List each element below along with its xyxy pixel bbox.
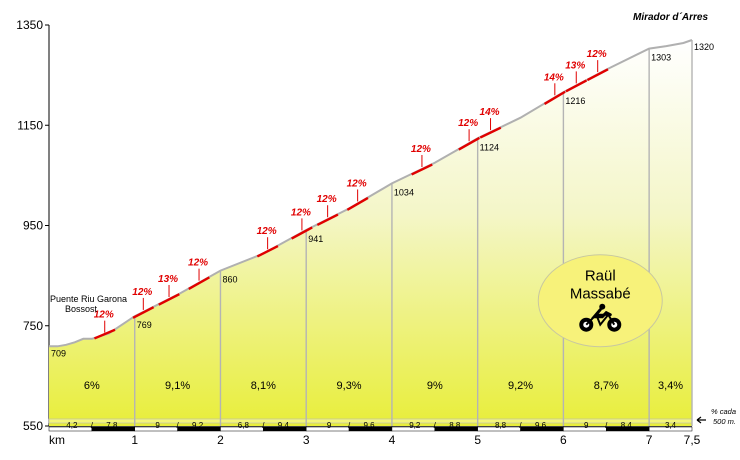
- chart-title: Mirador d´Arres: [633, 12, 708, 23]
- altitude-label: 709: [51, 348, 66, 358]
- steep-ramp-label: 12%: [291, 207, 311, 218]
- half-km-divider-slash: /: [91, 421, 94, 430]
- scale-note-line2: 500 m.: [713, 417, 736, 426]
- half-km-gradient-label: 7,8: [106, 421, 118, 430]
- y-tick-label: 750: [23, 319, 43, 333]
- half-km-gradient-label: 9: [155, 421, 160, 430]
- km-gradient-label: 6%: [84, 380, 100, 392]
- altitude-label: 860: [222, 275, 237, 285]
- altitude-label: 1216: [565, 96, 585, 106]
- profile-area: [49, 40, 692, 426]
- steep-ramp-label: 12%: [458, 118, 478, 129]
- y-tick-label: 550: [23, 419, 43, 433]
- steep-ramp-segment: [132, 306, 155, 319]
- steep-ramp-segment: [291, 226, 313, 240]
- altitude-label: 769: [137, 320, 152, 330]
- half-km-gradient-label: 3,4: [665, 421, 677, 430]
- start-label-line2: Bossost: [65, 304, 98, 314]
- steep-ramp-label: 12%: [257, 226, 277, 237]
- x-tick-label: 2: [217, 433, 224, 447]
- altitude-label: 1124: [480, 142, 499, 152]
- km-gradient-label: 8,1%: [251, 380, 276, 392]
- km-gradient-label: 9,3%: [337, 380, 362, 392]
- x-tick-label: 6: [560, 433, 567, 447]
- steep-ramp-segment: [93, 328, 116, 340]
- author-name-line1: Raül: [585, 268, 616, 285]
- half-km-gradient-label: 9,4: [278, 421, 290, 430]
- altitude-label: 1303: [651, 53, 671, 63]
- half-km-gradient-label: 8,4: [621, 421, 633, 430]
- steep-ramp-segment: [543, 90, 566, 105]
- scale-note-line1: % cada: [711, 407, 736, 416]
- steep-ramp-label: 12%: [317, 194, 337, 205]
- x-tick-label: 1: [131, 433, 138, 447]
- steep-ramp-segment: [458, 136, 480, 151]
- half-km-gradient-label: 9: [584, 421, 589, 430]
- km-gradient-label: 9%: [427, 380, 443, 392]
- steep-ramp-segment: [565, 79, 588, 93]
- scale-note-arrow-icon: [696, 416, 706, 424]
- steep-ramp-segment: [479, 126, 502, 139]
- steep-ramp-label: 12%: [411, 144, 431, 155]
- start-label-line1: Puente Riu Garona: [50, 294, 127, 304]
- km-bar-segment: [648, 426, 693, 432]
- half-km-divider-slash: /: [434, 421, 437, 430]
- steep-ramp-label: 14%: [480, 107, 500, 118]
- x-axis-label: km: [49, 433, 65, 447]
- km-gradient-label: 9,1%: [165, 380, 190, 392]
- author-badge: [537, 254, 663, 348]
- x-tick-label: 4: [389, 433, 396, 447]
- x-tick-label: 7: [646, 433, 653, 447]
- steep-ramp-segment: [586, 68, 609, 82]
- steep-ramp-segment: [256, 244, 279, 258]
- half-km-gradient-label: 8,8: [449, 421, 461, 430]
- steep-ramp-segment: [158, 293, 180, 306]
- altitude-label: 1034: [394, 187, 414, 197]
- km-gradient-label: 9,2%: [508, 380, 533, 392]
- half-km-gradient-label: 9: [327, 421, 332, 430]
- steep-ramp-label: 12%: [587, 49, 607, 60]
- y-tick-label: 1150: [17, 118, 43, 132]
- x-tick-label: 7,5: [684, 433, 701, 447]
- half-km-gradient-label: 8,8: [495, 421, 507, 430]
- steep-ramp-label: 13%: [565, 60, 585, 71]
- steep-ramp-label: 12%: [347, 178, 367, 189]
- half-km-gradient-label: 9,2: [409, 421, 421, 430]
- steep-ramp-segment: [346, 196, 369, 211]
- half-km-divider-slash: /: [519, 421, 522, 430]
- km-gradient-label: 3,4%: [658, 380, 683, 392]
- half-km-divider-slash: /: [176, 421, 179, 430]
- steep-ramp-label: 12%: [188, 258, 208, 269]
- half-km-divider-slash: /: [605, 421, 608, 430]
- half-km-divider-slash: /: [262, 421, 265, 430]
- steep-ramp-segment: [411, 163, 433, 176]
- half-km-gradient-label: 6,8: [238, 421, 250, 430]
- altitude-label: 1320: [694, 42, 714, 52]
- steep-ramp-label: 13%: [158, 274, 178, 285]
- half-km-gradient-label: 4,2: [66, 421, 78, 430]
- steep-ramp-segment: [316, 213, 339, 226]
- half-km-gradient-label: 9,2: [192, 421, 204, 430]
- x-tick-label: 3: [303, 433, 310, 447]
- author-name-line2: Massabé: [570, 286, 631, 303]
- altitude-label: 941: [308, 234, 323, 244]
- steep-ramp-segment: [188, 276, 210, 290]
- steep-ramp-label: 12%: [94, 310, 114, 321]
- cyclist-icon: [579, 303, 622, 332]
- steep-ramp-label: 14%: [544, 72, 564, 83]
- km-gradient-label: 8,7%: [594, 380, 619, 392]
- y-tick-label: 950: [23, 219, 43, 233]
- steep-ramp-label: 12%: [132, 287, 152, 298]
- half-km-gradient-label: 9,6: [364, 421, 376, 430]
- half-km-gradient-label: 9,6: [535, 421, 547, 430]
- half-km-divider-slash: /: [348, 421, 351, 430]
- x-tick-label: 5: [474, 433, 481, 447]
- y-tick-label: 1350: [16, 18, 43, 32]
